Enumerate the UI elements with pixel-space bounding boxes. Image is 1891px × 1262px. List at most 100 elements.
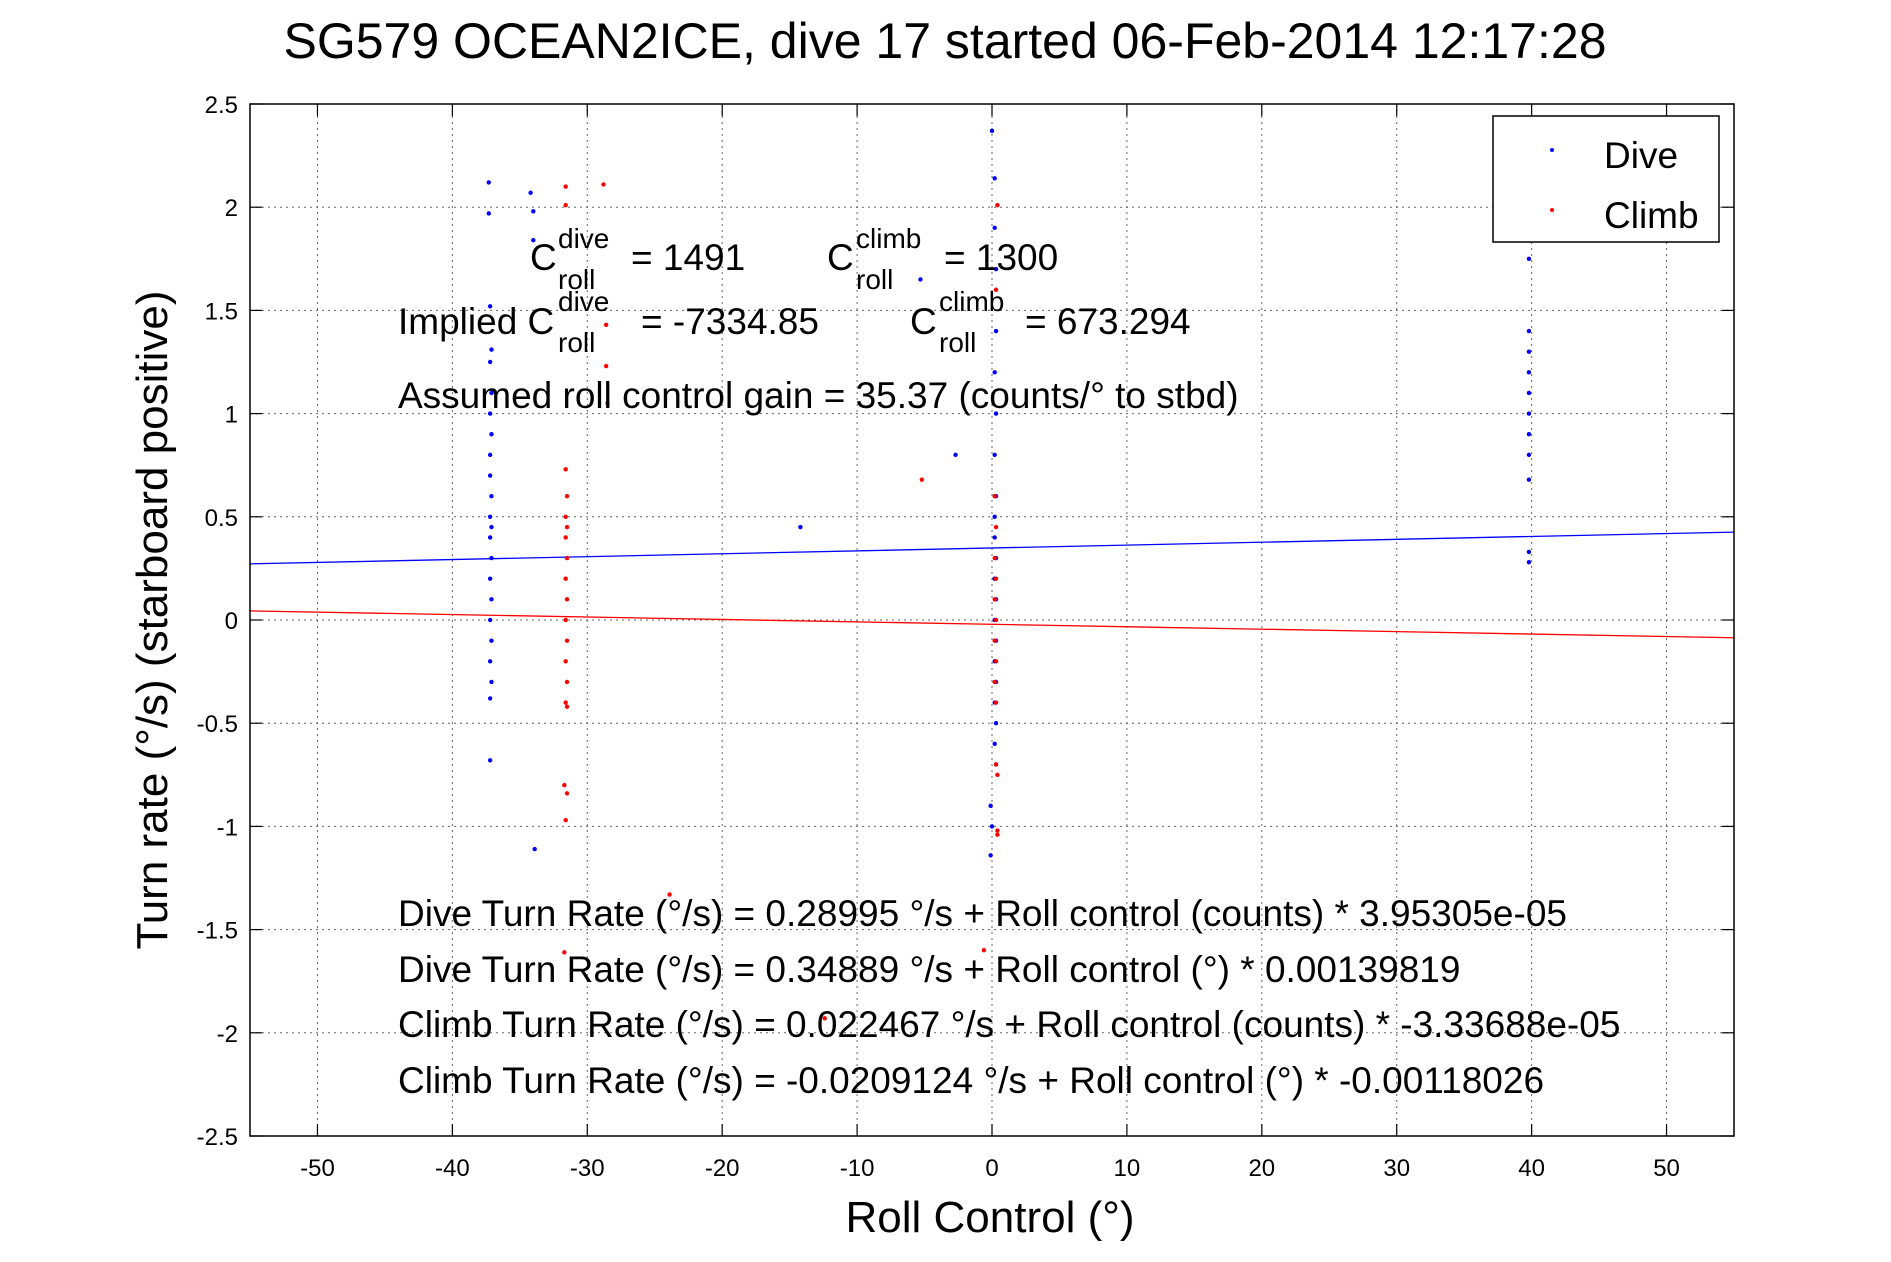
dive-point: [528, 190, 533, 195]
dive-point: [1526, 432, 1532, 437]
dive-point: [993, 411, 999, 416]
legend-climb-marker: [1550, 208, 1554, 212]
climb-point: [562, 782, 567, 788]
c-climb-base: C: [827, 237, 854, 278]
dive-point: [486, 180, 491, 185]
x-tick-label: 50: [1653, 1155, 1680, 1182]
dive-point: [487, 758, 493, 763]
dive-point: [487, 659, 493, 664]
data-points: [486, 128, 1532, 1021]
dive-point: [1526, 452, 1532, 458]
climb-point: [605, 401, 610, 406]
annotation-c-roll: C dive roll = 1491 C climb roll = 1300 I…: [398, 223, 1620, 1101]
climb-point: [603, 363, 609, 369]
y-tick-label: -1: [217, 814, 238, 841]
implied-dive-sup: dive: [558, 286, 609, 317]
dive-point: [798, 524, 803, 530]
y-axis-ticks: 2.5 2 1.5 1 0.5 0 -0.5 -1 -1.5 -2 -2.5: [197, 92, 1734, 1151]
dive-point: [1526, 560, 1532, 565]
x-tick-label: 40: [1518, 1155, 1545, 1182]
dive-point: [992, 452, 997, 458]
equation-4: Climb Turn Rate (°/s) = -0.0209124 °/s +…: [398, 1060, 1544, 1101]
x-tick-label: -40: [435, 1155, 470, 1182]
climb-point: [993, 762, 999, 767]
climb-point: [995, 832, 1000, 837]
gain-text: Assumed roll control gain = 35.37 (count…: [398, 375, 1239, 416]
climb-point: [981, 948, 987, 953]
dive-point: [487, 473, 493, 478]
c-dive-sub: roll: [558, 264, 595, 295]
implied-climb-sub: roll: [939, 327, 976, 358]
dive-point: [489, 679, 494, 685]
dive-point: [988, 853, 993, 858]
climb-point: [563, 700, 568, 705]
climb-point: [563, 514, 568, 519]
climb-point: [563, 184, 568, 189]
dive-point: [487, 535, 493, 540]
dive-point: [531, 209, 536, 214]
dive-point: [1526, 549, 1532, 555]
y-tick-label: 0.5: [205, 505, 238, 532]
climb-point: [667, 892, 672, 897]
dive-point: [918, 277, 923, 282]
climb-point: [564, 493, 570, 499]
c-climb-sub: roll: [856, 264, 893, 295]
climb-point: [992, 638, 997, 643]
x-axis-label: Roll Control (°): [846, 1193, 1135, 1242]
dive-fit-line: [249, 531, 1735, 565]
dive-point: [993, 266, 999, 272]
dive-point: [992, 741, 997, 747]
dive-point: [489, 597, 494, 602]
climb-point: [995, 772, 1000, 777]
implied-climb-value: = 673.294: [1025, 301, 1191, 342]
dive-point: [487, 514, 493, 519]
climb-point: [563, 818, 568, 823]
x-tick-label: 30: [1383, 1155, 1410, 1182]
dive-point: [487, 576, 493, 581]
c-climb-sup: climb: [856, 223, 921, 254]
climb-point: [822, 1016, 827, 1021]
dive-point: [992, 225, 997, 231]
y-axis-label: Turn rate (°/s) (starboard positive): [128, 290, 177, 949]
climb-point: [993, 524, 999, 530]
dive-point: [992, 176, 997, 181]
dive-point: [953, 452, 958, 458]
dive-point: [993, 328, 999, 334]
dive-point: [489, 555, 494, 561]
climb-point: [564, 524, 570, 530]
dive-point: [989, 128, 995, 134]
dive-point: [489, 390, 494, 396]
dive-point: [489, 638, 494, 643]
dive-point: [1526, 411, 1532, 416]
dive-point: [992, 514, 997, 519]
dive-point: [487, 304, 493, 309]
dive-point: [1526, 390, 1532, 396]
y-tick-label: 0: [225, 608, 238, 635]
legend-climb-label: Climb: [1604, 195, 1699, 236]
dive-point: [988, 803, 993, 808]
climb-point: [992, 555, 997, 561]
c-climb-value: = 1300: [944, 237, 1058, 278]
dive-point: [487, 359, 493, 365]
c-dive-base: C: [530, 237, 557, 278]
climb-point: [563, 576, 568, 581]
y-tick-label: 2: [225, 195, 238, 222]
climb-point: [564, 679, 570, 685]
climb-point: [993, 659, 999, 664]
climb-point: [563, 467, 568, 472]
legend-dive-label: Dive: [1604, 135, 1678, 176]
y-tick-label: -0.5: [197, 711, 238, 738]
implied-dive-value: = -7334.85: [641, 301, 819, 342]
x-tick-label: 10: [1114, 1155, 1141, 1182]
x-tick-label: 20: [1248, 1155, 1275, 1182]
x-tick-label: -50: [300, 1155, 335, 1182]
climb-point: [563, 659, 568, 664]
equation-1: Dive Turn Rate (°/s) = 0.28995 °/s + Rol…: [398, 893, 1567, 934]
legend: Dive Climb: [1492, 115, 1720, 243]
climb-point: [993, 700, 999, 705]
climb-point: [563, 202, 568, 208]
y-tick-label: -1.5: [197, 918, 238, 945]
dive-point: [989, 824, 995, 829]
y-tick-label: 2.5: [205, 92, 238, 119]
y-tick-label: -2: [217, 1021, 238, 1048]
